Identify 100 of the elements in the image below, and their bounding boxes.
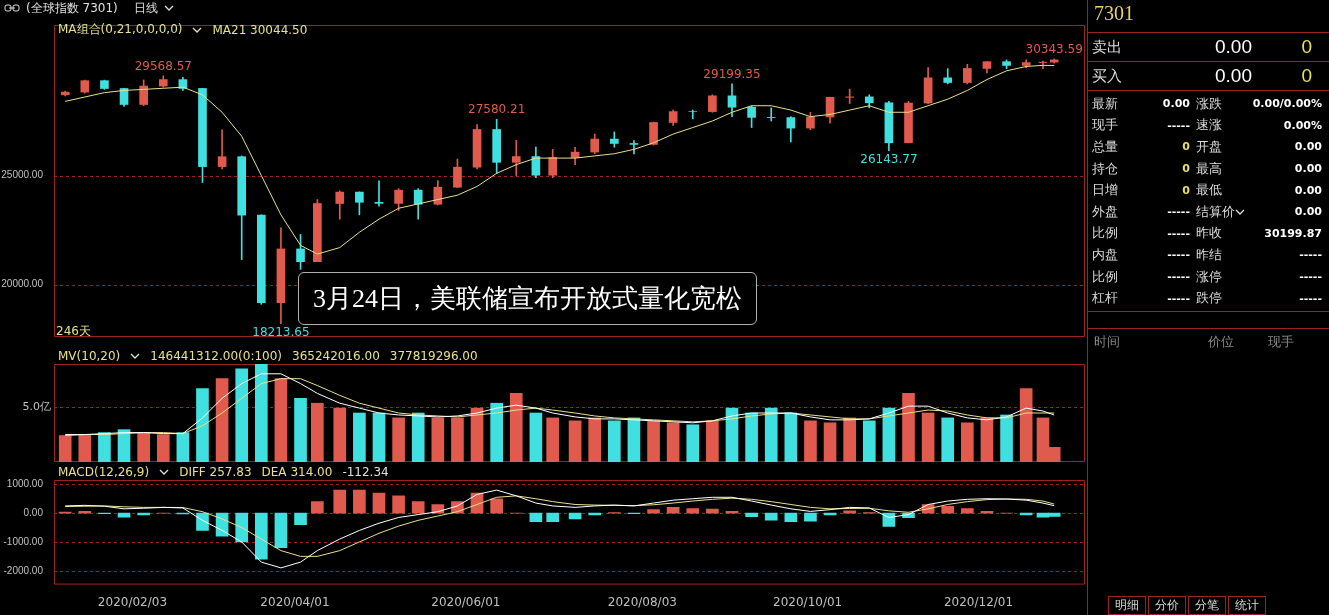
- bar: [311, 501, 324, 514]
- text: 统计: [1228, 596, 1266, 615]
- text: 比例: [1092, 267, 1119, 286]
- text: 最新: [1092, 94, 1119, 113]
- bar: [392, 495, 405, 514]
- bar: [274, 512, 288, 549]
- bar: [490, 498, 503, 514]
- text: 0: [1181, 162, 1191, 176]
- annotation: 365242016.00: [292, 349, 380, 363]
- bar: [961, 422, 974, 462]
- text: 7301: [1088, 0, 1329, 33]
- annotation: 26143.77: [860, 151, 918, 166]
- text: 最低: [1196, 181, 1223, 200]
- text: 0.00: [1161, 97, 1191, 111]
- y-tick-label: 25000.00: [1, 169, 44, 181]
- text: 昨收: [1196, 224, 1223, 243]
- bar: [1019, 388, 1033, 462]
- text: 0.00%: [1282, 118, 1323, 132]
- bar: [490, 402, 503, 462]
- y-tick-label: 0.00: [23, 506, 44, 518]
- bar: [961, 508, 974, 514]
- text: 明细: [1108, 596, 1146, 615]
- bar: [764, 512, 778, 521]
- bar: [372, 492, 386, 514]
- text: 0.00/0.00%: [1251, 97, 1323, 111]
- bar: [980, 417, 994, 462]
- text: -----: [1166, 291, 1191, 305]
- text: 杠杆: [1092, 289, 1119, 308]
- text: -----: [1298, 291, 1323, 305]
- text: DEA 314.00: [261, 465, 333, 479]
- annotation: 377819296.00: [389, 349, 478, 363]
- bar: [921, 412, 935, 462]
- y-tick-label: -1000.00: [3, 535, 44, 547]
- text: 0: [1300, 36, 1312, 58]
- annotation: 3月24日，美联储宣布开放式量化宽松: [298, 272, 757, 325]
- text: -----: [1166, 270, 1191, 284]
- text: 0.00: [1214, 36, 1252, 58]
- text: 卖出: [1092, 37, 1123, 57]
- bar: [235, 368, 249, 462]
- bar: [294, 512, 307, 525]
- text: DIFF 257.83: [179, 465, 252, 479]
- bar: [862, 420, 876, 462]
- bar: [235, 512, 249, 543]
- bar: [451, 417, 464, 462]
- candlestick: [766, 107, 776, 122]
- text: 外盘: [1092, 202, 1119, 221]
- bar: [804, 512, 817, 522]
- text: -----: [1166, 226, 1191, 240]
- y-tick-label: -2000.00: [3, 564, 44, 576]
- bar: [647, 420, 660, 462]
- bar: [509, 393, 523, 462]
- text: 30199.87: [1263, 226, 1323, 240]
- bar: [784, 512, 798, 523]
- bar: [745, 412, 758, 462]
- bar: [546, 512, 560, 523]
- x-tick-label: 2020/02/03: [97, 594, 168, 609]
- bar: [784, 412, 798, 462]
- bar: [156, 434, 170, 462]
- x-tick-label: 2020/06/01: [431, 594, 501, 609]
- bar: [353, 489, 366, 514]
- bar: [274, 378, 288, 462]
- text: 0.00: [1214, 65, 1252, 87]
- bar: [941, 505, 955, 514]
- text: 0.00: [1293, 183, 1323, 197]
- x-tick-label: 2020/10/01: [773, 594, 843, 609]
- text: 现手: [1092, 116, 1119, 135]
- bar: [529, 412, 543, 462]
- text: 最高: [1196, 159, 1223, 178]
- bar: [333, 407, 347, 462]
- bar: [529, 512, 543, 523]
- bar: [941, 417, 955, 462]
- text: MACD(12,26,9): [58, 465, 150, 479]
- bar: [666, 422, 680, 462]
- text: 0.00: [1293, 205, 1323, 219]
- bar: [568, 420, 582, 462]
- bar: [804, 420, 817, 462]
- text: 0: [1181, 140, 1191, 154]
- bar: [706, 420, 719, 462]
- text: 涨停: [1196, 267, 1223, 286]
- text: 跌停: [1196, 289, 1223, 308]
- bar: [254, 364, 268, 462]
- ref-line-label: 5.0亿: [22, 400, 51, 414]
- bar: [1000, 414, 1013, 462]
- y-tick-label: 1000.00: [6, 478, 44, 490]
- y-tick-label: 20000.00: [1, 278, 44, 290]
- text: 买入: [1092, 66, 1123, 86]
- bar: [902, 393, 915, 462]
- text: 分笔: [1188, 596, 1226, 615]
- bar: [137, 432, 150, 462]
- bar: [823, 422, 837, 462]
- candlestick: [629, 140, 639, 155]
- candlestick: [688, 109, 698, 120]
- bar: [764, 407, 778, 462]
- text: 0: [1181, 183, 1191, 197]
- bar: [176, 432, 190, 462]
- annotation: 29568.57: [134, 58, 192, 73]
- text: 速涨: [1196, 116, 1223, 135]
- annotation: MA21 30044.50: [212, 22, 308, 37]
- bar: [392, 417, 405, 462]
- annotation: 146441312.00(0:100): [150, 349, 283, 363]
